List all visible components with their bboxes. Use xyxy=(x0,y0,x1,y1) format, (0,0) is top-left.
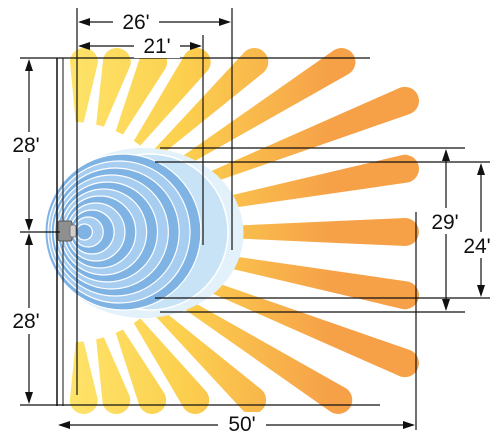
coverage-ray xyxy=(69,341,98,414)
dimension-50ft-label: 50' xyxy=(228,413,255,433)
dimension-24ft-label: 24' xyxy=(463,235,490,258)
dimension-21ft-label: 21' xyxy=(143,35,170,58)
dimension-28ft-upper-label: 28' xyxy=(12,134,39,157)
coverage-ray xyxy=(172,268,419,378)
dimension-50ft: 50' xyxy=(58,412,415,433)
dimension-28ft-lower-label: 28' xyxy=(12,310,39,333)
coverage-ray xyxy=(149,48,269,160)
dimension-21ft: 21' xyxy=(78,34,202,58)
dimension-26ft: 26' xyxy=(78,10,231,34)
coverage-ray xyxy=(162,287,353,414)
coverage-ray xyxy=(179,154,419,216)
coverage-ray xyxy=(96,48,131,127)
detection-arc xyxy=(75,223,94,241)
dimension-29ft-label: 29' xyxy=(431,211,458,234)
guide-lines xyxy=(20,8,490,430)
dimension-29ft: 29' xyxy=(423,149,467,311)
dimension-28ft-upper: 28' xyxy=(6,59,46,231)
coverage-ray xyxy=(182,218,419,246)
coverage-ray xyxy=(69,48,98,123)
coverage-ray xyxy=(162,48,356,177)
dimension-28ft-lower: 28' xyxy=(6,233,46,404)
coverage-rays xyxy=(69,48,419,414)
dimension-26ft-label: 26' xyxy=(122,11,149,34)
detection-zone xyxy=(44,148,244,318)
coverage-ray xyxy=(133,318,210,414)
coverage-ray xyxy=(96,337,131,414)
coverage-ray xyxy=(115,48,168,135)
coverage-ray xyxy=(133,48,211,146)
coverage-ray xyxy=(179,248,419,310)
motion-sensor-icon xyxy=(57,220,77,242)
coverage-ray xyxy=(149,304,267,414)
detection-zone-arcs xyxy=(44,153,202,311)
coverage-ray xyxy=(172,86,419,196)
dimension-24ft: 24' xyxy=(461,163,493,297)
coverage-ray xyxy=(115,329,167,414)
